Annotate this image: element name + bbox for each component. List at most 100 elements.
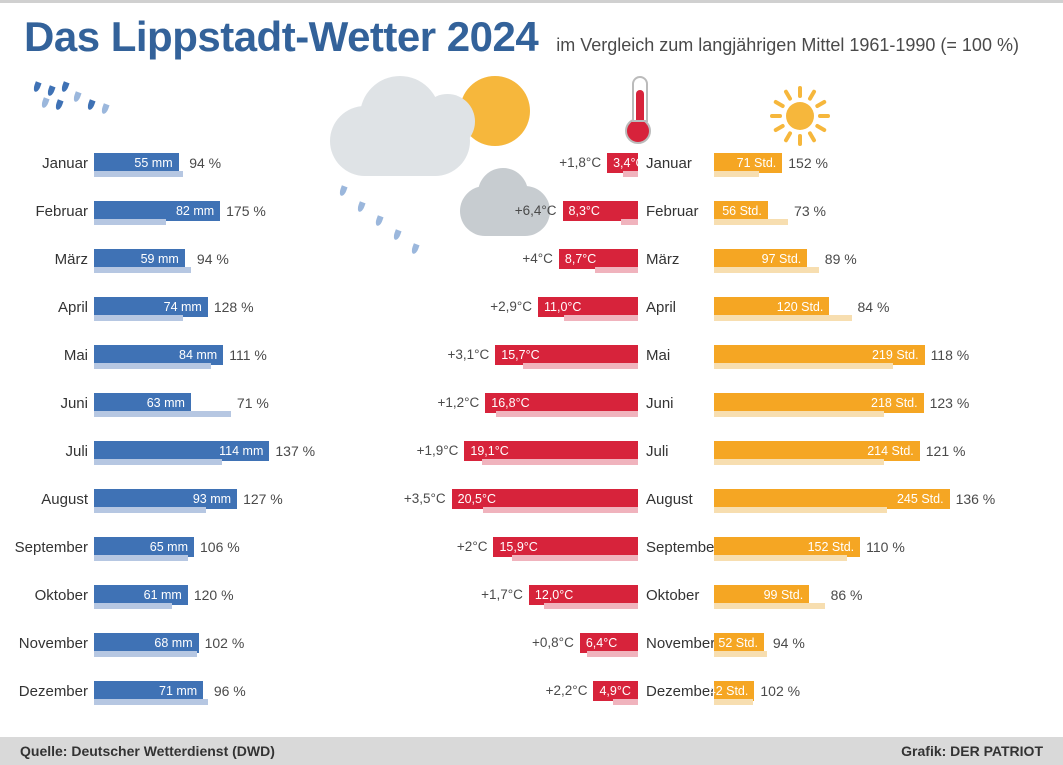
page-title: Das Lippstadt-Wetter 2024 [24,13,538,61]
temp-row: 16,8°C+1,2°CJuni [344,393,714,413]
precip-pct: 96 % [214,681,246,701]
precip-row: Juni63 mm71 % [14,393,344,413]
bar-wrap: 8,7°C+4°C [344,249,638,269]
bar-wrap: 218 Std.123 % [714,393,1044,413]
precip-pct: 111 % [229,345,267,365]
month-label: September [14,539,94,556]
precip-ref-bar [94,699,208,705]
temp-delta: +0,8°C [532,633,574,653]
precip-bar: 55 mm [94,153,179,173]
month-label: Juni [638,395,714,412]
month-label: Dezember [638,683,714,700]
precip-bar: 114 mm [94,441,269,461]
bar-wrap: 71 Std.152 % [714,153,1044,173]
bar-wrap: 12,0°C+1,7°C [344,585,638,605]
bar-wrap: 11,0°C +2,9°C [344,297,638,317]
sun-ref-bar [714,699,753,705]
footer-source: Quelle: Deutscher Wetterdienst (DWD) [20,743,275,759]
month-label: Februar [14,203,94,220]
month-label: August [638,491,714,508]
precip-bar: 68 mm [94,633,199,653]
bar-wrap: 15,9°C+2°C [344,537,638,557]
temp-ref-bar [523,363,638,369]
sunshine-column: 71 Std.152 %56 Std.73 %97 Std.89 %120 St… [714,153,1044,701]
temp-ref-bar [595,267,638,273]
bar-wrap: 99 Std. 86 % [714,585,1044,605]
temp-bar: 8,7°C [559,249,638,269]
temp-ref-bar [587,651,638,657]
month-label: Januar [638,155,714,172]
sun-row: 52 Std.94 % [714,633,1044,653]
sun-bar: 219 Std. [714,345,925,365]
precip-row: Juli114 mm137 % [14,441,344,461]
temp-row: 19,1°C+1,9°CJuli [344,441,714,461]
sun-bar: 152 Std. [714,537,860,557]
precip-bar: 93 mm [94,489,237,509]
bar-wrap: 56 Std.73 % [714,201,1044,221]
sun-bar: 214 Std. [714,441,920,461]
sun-row: 245 Std.136 % [714,489,1044,509]
precip-row: Mai84 mm 111 % [14,345,344,365]
bar-wrap: 71 mm 96 % [94,681,344,701]
month-label: Mai [14,347,94,364]
temp-row: 15,9°C+2°CSeptember [344,537,714,557]
month-label: Juli [14,443,94,460]
footer-credit: Grafik: DER PATRIOT [901,743,1043,759]
sun-pct: 123 % [930,393,970,413]
temp-ref-bar [621,219,638,225]
sun-ref-bar [714,363,893,369]
sun-pct: 136 % [956,489,996,509]
precip-ref-bar [94,507,206,513]
bar-wrap: 152 Std. 110 % [714,537,1044,557]
sun-row: 152 Std. 110 % [714,537,1044,557]
precip-ref-bar [94,603,172,609]
month-label: Februar [638,203,714,220]
temp-row: 4,9°C+2,2°C Dezember [344,681,714,701]
precip-bar: 84 mm [94,345,223,365]
temp-bar: 3,4°C [607,153,638,173]
precip-bar: 71 mm [94,681,203,701]
temp-bar: 15,7°C [495,345,638,365]
month-label: April [638,299,714,316]
month-label: Juni [14,395,94,412]
temp-delta: +3,5°C [404,489,446,509]
temp-bar: 8,3°C [563,201,638,221]
precip-ref-bar [94,459,222,465]
bar-wrap: 245 Std.136 % [714,489,1044,509]
sun-row: 42 Std.102 % [714,681,1044,701]
month-label: März [14,251,94,268]
sun-bar: 52 Std. [714,633,764,653]
precipitation-column: Januar55 mm94 %Februar82 mm175 %März59 m… [14,153,344,701]
temp-bar: 4,9°C [593,681,638,701]
bar-wrap: 55 mm94 % [94,153,344,173]
bar-wrap: 15,7°C+3,1°C [344,345,638,365]
precip-pct: 102 % [205,633,245,653]
month-label: November [14,635,94,652]
sun-row: 97 Std.89 % [714,249,1044,269]
sun-pct: 110 % [866,537,905,557]
precip-ref-bar [94,651,197,657]
temp-bar: 11,0°C [538,297,638,317]
precip-pct: 106 % [200,537,240,557]
sun-bar: 97 Std. [714,249,807,269]
sun-pct: 86 % [831,585,863,605]
precip-ref-bar [94,267,191,273]
bar-wrap: 61 mm120 % [94,585,344,605]
sun-ref-bar [714,219,788,225]
sun-ref-bar [714,507,887,513]
temp-delta: +1,8°C [559,153,601,173]
sun-pct: 152 % [788,153,828,173]
sun-ref-bar [714,267,819,273]
footer: Quelle: Deutscher Wetterdienst (DWD) Gra… [0,737,1063,765]
month-label: September [638,539,714,556]
temp-delta: +2,2°C [546,681,588,701]
temp-ref-bar [512,555,638,561]
bar-wrap: 74 mm128 % [94,297,344,317]
precip-ref-bar [94,411,231,417]
precip-ref-bar [94,219,166,225]
sun-row: 71 Std.152 % [714,153,1044,173]
precip-row: September65 mm106 % [14,537,344,557]
sun-bar: 99 Std. [714,585,809,605]
sun-bar: 42 Std. [714,681,754,701]
temp-delta: +2,9°C [490,297,532,317]
